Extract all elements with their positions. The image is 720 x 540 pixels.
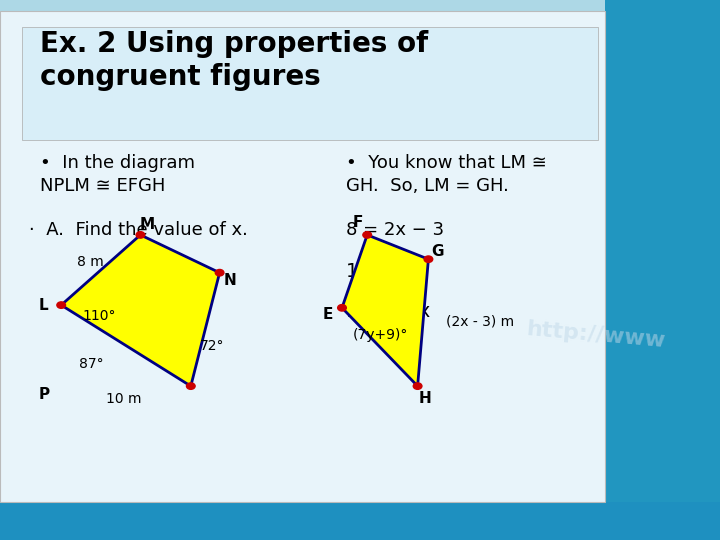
Text: E: E: [323, 307, 333, 322]
Text: 11/2 = x: 11/2 = x: [346, 302, 430, 321]
Text: (7y+9)°: (7y+9)°: [353, 328, 408, 342]
Text: N: N: [224, 273, 237, 288]
Text: •  In the diagram
NPLM ≅ EFGH: • In the diagram NPLM ≅ EFGH: [40, 154, 194, 195]
Text: P: P: [39, 387, 50, 402]
Text: L: L: [38, 298, 48, 313]
Circle shape: [57, 302, 66, 308]
Circle shape: [215, 269, 224, 276]
FancyBboxPatch shape: [0, 502, 720, 540]
Text: M: M: [140, 217, 156, 232]
Text: 8 m: 8 m: [76, 255, 104, 269]
Text: Ex. 2 Using properties of
congruent figures: Ex. 2 Using properties of congruent figu…: [40, 30, 428, 91]
FancyBboxPatch shape: [22, 27, 598, 140]
Text: ·  A.  Find the value of x.: · A. Find the value of x.: [29, 221, 248, 239]
Circle shape: [136, 232, 145, 238]
Circle shape: [424, 256, 433, 262]
Text: F: F: [353, 215, 363, 230]
Text: 10 m: 10 m: [106, 392, 142, 406]
Text: 8 = 2x − 3: 8 = 2x − 3: [346, 221, 444, 239]
Text: (2x - 3) m: (2x - 3) m: [446, 314, 515, 328]
Polygon shape: [342, 235, 428, 386]
Circle shape: [413, 383, 422, 389]
FancyBboxPatch shape: [605, 0, 720, 540]
Text: •  You know that LM ≅
GH.  So, LM = GH.: • You know that LM ≅ GH. So, LM = GH.: [346, 154, 546, 195]
Text: 11 = 2x: 11 = 2x: [346, 262, 423, 281]
Text: 110°: 110°: [83, 309, 117, 323]
Polygon shape: [61, 235, 220, 386]
Circle shape: [363, 232, 372, 238]
Text: H: H: [418, 391, 431, 406]
FancyBboxPatch shape: [0, 11, 605, 502]
Circle shape: [338, 305, 346, 311]
Text: 87°: 87°: [79, 357, 104, 372]
Text: 72°: 72°: [200, 339, 225, 353]
Text: G: G: [431, 244, 444, 259]
Circle shape: [186, 383, 195, 389]
Text: http://www: http://www: [526, 319, 667, 351]
